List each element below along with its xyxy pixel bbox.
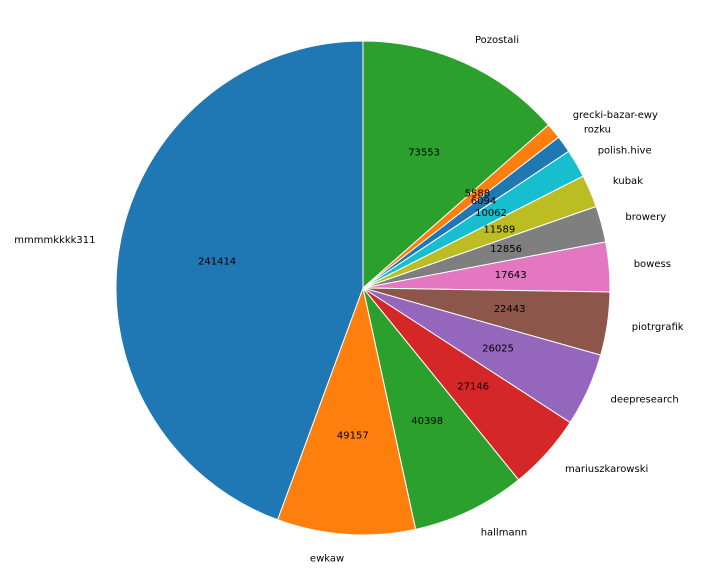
pie-category-label-ewkaw: ewkaw <box>310 554 344 565</box>
pie-category-label-deepresearch: deepresearch <box>611 395 679 406</box>
pie-value-label-hallmann: 40398 <box>411 416 443 427</box>
pie-category-label-piotrgrafik: piotrgrafik <box>632 322 684 333</box>
pie-value-label-rozku: 6094 <box>471 196 496 207</box>
pie-category-label-polish-hive: polish.hive <box>598 146 652 157</box>
pie-slice-hallmann <box>362 287 520 530</box>
pie-value-label-piotrgrafik: 22443 <box>494 304 526 315</box>
pie-value-label-mmmmkkkk311: 241414 <box>198 257 236 268</box>
pie-category-label-rozku: rozku <box>584 124 611 135</box>
pie-category-label-hallmann: hallmann <box>481 527 528 538</box>
pie-category-label-bowess: bowess <box>634 259 671 270</box>
pie-category-label-kubak: kubak <box>613 176 643 187</box>
pie-value-label-mariuszkarowski: 27146 <box>457 382 489 393</box>
pie-category-label-grecki-bazar-ewy: grecki-bazar-ewy <box>573 110 658 121</box>
pie-slice-pozostali <box>362 40 549 289</box>
pie-slice-ewkaw <box>277 287 417 536</box>
pie-value-label-grecki-bazar-ewy: 5588 <box>465 188 490 199</box>
pie-value-label-polish-hive: 10062 <box>475 208 507 219</box>
pie-category-label-mariuszkarowski: mariuszkarowski <box>565 464 648 475</box>
pie-value-label-kubak: 11589 <box>483 224 515 235</box>
pie-category-label-pozostali: Pozostali <box>475 35 519 46</box>
pie-value-label-pozostali: 73553 <box>408 148 440 159</box>
pie-slice-labels: Pozostali grecki-bazar-ewy rozku polish.hiv… <box>14 35 684 565</box>
pie-value-label-ewkaw: 49157 <box>337 430 369 441</box>
pie-category-label-mmmmkkkk311: mmmmkkkk311 <box>14 235 95 246</box>
pie-slice-mmmmkkkk311 <box>115 40 364 521</box>
pie-value-label-deepresearch: 26025 <box>482 344 514 355</box>
pie-value-label-browery: 12856 <box>490 244 522 255</box>
pie-value-label-bowess: 17643 <box>495 270 527 281</box>
pie-slices <box>115 40 611 536</box>
pie-category-label-browery: browery <box>625 212 666 223</box>
